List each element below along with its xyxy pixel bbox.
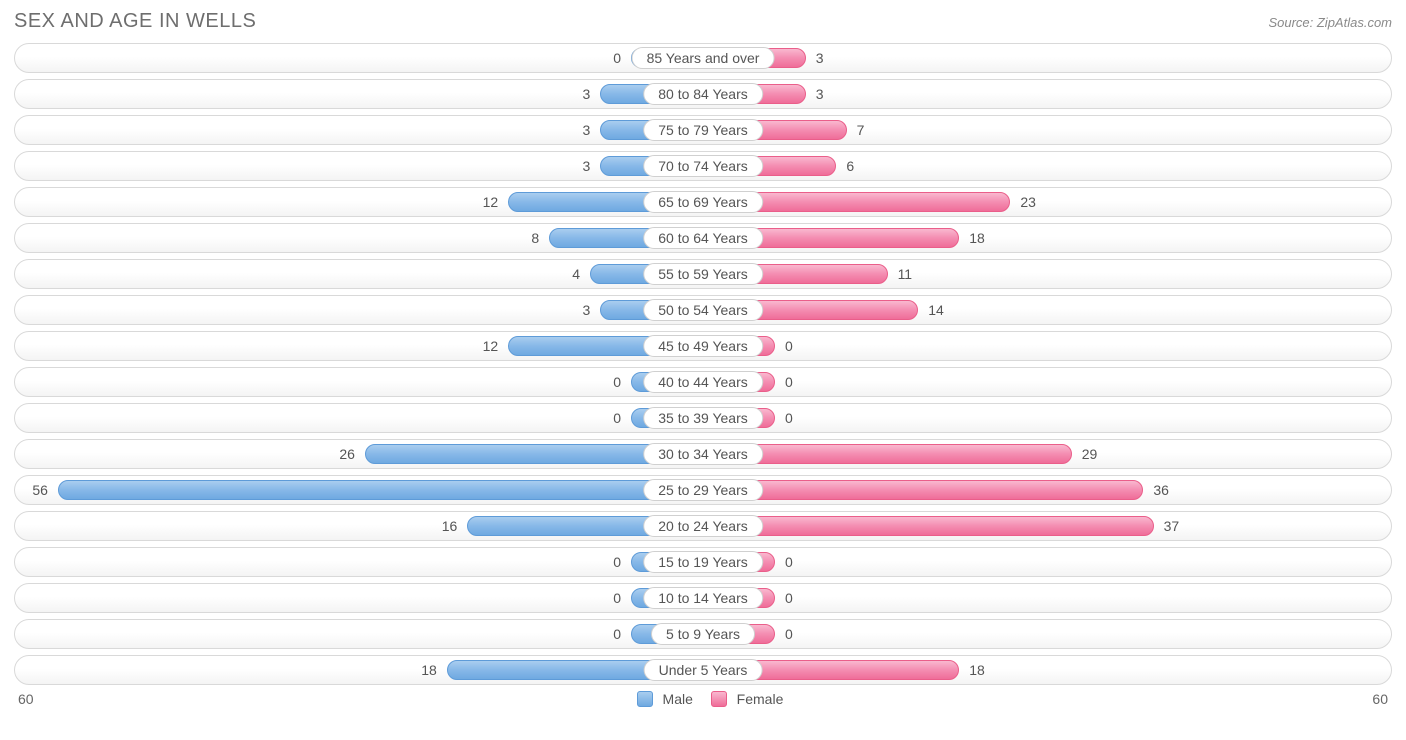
- female-value: 18: [969, 227, 985, 249]
- age-label-pill: 60 to 64 Years: [643, 227, 763, 249]
- pyramid-row: 12 23 65 to 69 Years: [14, 187, 1392, 217]
- female-value: 3: [816, 47, 824, 69]
- male-value: 3: [583, 119, 591, 141]
- female-value: 37: [1164, 515, 1180, 537]
- age-label-pill: 25 to 29 Years: [643, 479, 763, 501]
- pyramid-row: 56 36 25 to 29 Years: [14, 475, 1392, 505]
- age-label-pill: Under 5 Years: [644, 659, 763, 681]
- female-value: 18: [969, 659, 985, 681]
- male-value: 0: [613, 407, 621, 429]
- pyramid-row: 4 11 55 to 59 Years: [14, 259, 1392, 289]
- age-label-pill: 45 to 49 Years: [643, 335, 763, 357]
- pyramid-row: 3 3 80 to 84 Years: [14, 79, 1392, 109]
- male-value: 4: [572, 263, 580, 285]
- age-label-pill: 30 to 34 Years: [643, 443, 763, 465]
- male-value: 0: [613, 623, 621, 645]
- age-label-pill: 35 to 39 Years: [643, 407, 763, 429]
- male-value: 12: [483, 191, 499, 213]
- male-bar: [58, 480, 703, 500]
- female-value: 7: [857, 119, 865, 141]
- female-value: 14: [928, 299, 944, 321]
- female-value: 0: [785, 371, 793, 393]
- pyramid-row: 0 3 85 Years and over: [14, 43, 1392, 73]
- pyramid-row: 0 0 10 to 14 Years: [14, 583, 1392, 613]
- legend-swatch-male: [637, 691, 653, 707]
- age-label-pill: 40 to 44 Years: [643, 371, 763, 393]
- male-value: 3: [583, 83, 591, 105]
- female-value: 36: [1153, 479, 1169, 501]
- age-label-pill: 50 to 54 Years: [643, 299, 763, 321]
- male-value: 0: [613, 587, 621, 609]
- age-label-pill: 80 to 84 Years: [643, 83, 763, 105]
- axis-max-left: 60: [18, 691, 34, 707]
- axis-max-right: 60: [1372, 691, 1388, 707]
- female-value: 23: [1020, 191, 1036, 213]
- female-value: 0: [785, 623, 793, 645]
- pyramid-row: 3 6 70 to 74 Years: [14, 151, 1392, 181]
- age-label-pill: 65 to 69 Years: [643, 191, 763, 213]
- male-value: 18: [421, 659, 437, 681]
- pyramid-row: 0 0 40 to 44 Years: [14, 367, 1392, 397]
- pyramid-row: 26 29 30 to 34 Years: [14, 439, 1392, 469]
- chart-legend: 60 60 Male Female: [14, 691, 1392, 707]
- male-value: 16: [442, 515, 458, 537]
- pyramid-row: 0 0 5 to 9 Years: [14, 619, 1392, 649]
- pyramid-row: 8 18 60 to 64 Years: [14, 223, 1392, 253]
- male-value: 0: [613, 371, 621, 393]
- male-value: 0: [613, 551, 621, 573]
- age-label-pill: 85 Years and over: [632, 47, 775, 69]
- age-label-pill: 75 to 79 Years: [643, 119, 763, 141]
- chart-source: Source: ZipAtlas.com: [1268, 15, 1392, 30]
- age-label-pill: 10 to 14 Years: [643, 587, 763, 609]
- age-label-pill: 55 to 59 Years: [643, 263, 763, 285]
- male-value: 8: [531, 227, 539, 249]
- legend-swatch-female: [711, 691, 727, 707]
- pyramid-row: 0 0 15 to 19 Years: [14, 547, 1392, 577]
- male-value: 26: [339, 443, 355, 465]
- female-value: 0: [785, 551, 793, 573]
- age-label-pill: 20 to 24 Years: [643, 515, 763, 537]
- pyramid-row: 0 0 35 to 39 Years: [14, 403, 1392, 433]
- legend-label-female: Female: [737, 691, 784, 707]
- male-value: 0: [613, 47, 621, 69]
- pyramid-row: 12 0 45 to 49 Years: [14, 331, 1392, 361]
- female-value: 3: [816, 83, 824, 105]
- pyramid-row: 16 37 20 to 24 Years: [14, 511, 1392, 541]
- female-value: 0: [785, 407, 793, 429]
- female-value: 0: [785, 587, 793, 609]
- age-label-pill: 70 to 74 Years: [643, 155, 763, 177]
- male-value: 56: [32, 479, 48, 501]
- female-value: 0: [785, 335, 793, 357]
- pyramid-row: 3 7 75 to 79 Years: [14, 115, 1392, 145]
- male-value: 3: [583, 299, 591, 321]
- age-label-pill: 15 to 19 Years: [643, 551, 763, 573]
- female-value: 6: [846, 155, 854, 177]
- age-label-pill: 5 to 9 Years: [651, 623, 755, 645]
- pyramid-row: 18 18 Under 5 Years: [14, 655, 1392, 685]
- male-value: 3: [583, 155, 591, 177]
- legend-label-male: Male: [663, 691, 693, 707]
- female-value: 11: [898, 263, 913, 285]
- female-bar: [703, 516, 1154, 536]
- male-value: 12: [483, 335, 499, 357]
- pyramid-row: 3 14 50 to 54 Years: [14, 295, 1392, 325]
- female-value: 29: [1082, 443, 1098, 465]
- female-bar: [703, 480, 1143, 500]
- chart-title: SEX AND AGE IN WELLS: [14, 10, 256, 33]
- chart-header: SEX AND AGE IN WELLS Source: ZipAtlas.co…: [14, 10, 1392, 33]
- population-pyramid: 0385 Years and over3380 to 84 Years3775 …: [14, 43, 1392, 685]
